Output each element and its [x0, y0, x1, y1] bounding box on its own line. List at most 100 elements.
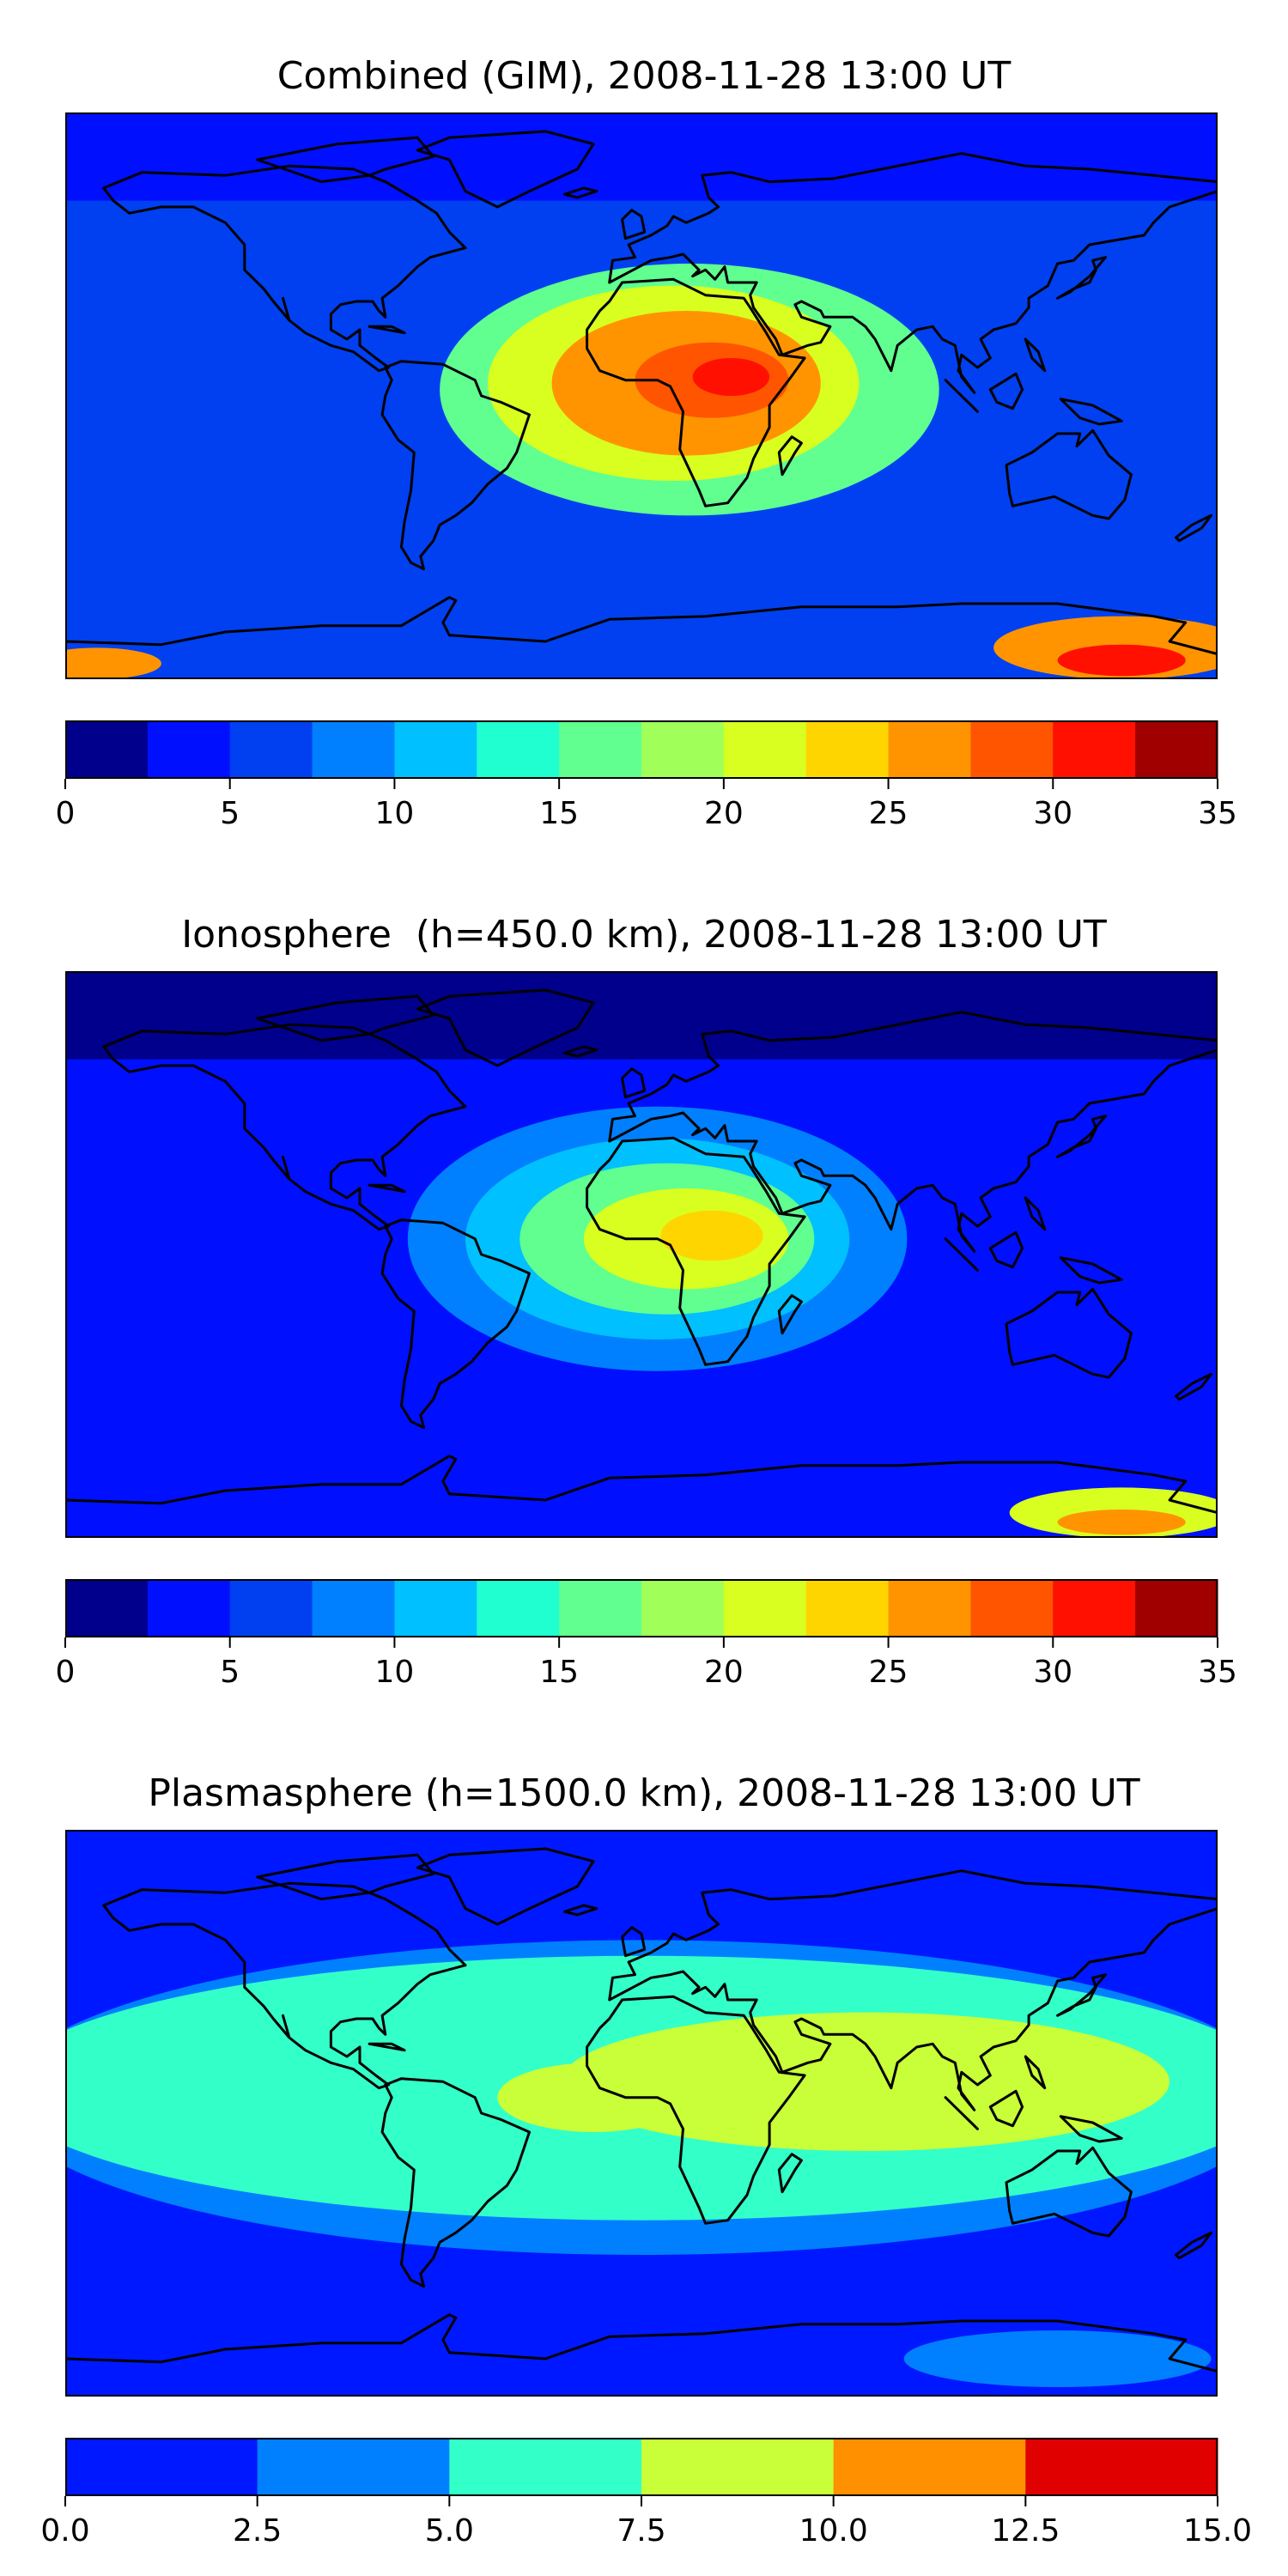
plasmasphere-colorbar-segment	[257, 2438, 450, 2496]
ionosphere-colorbar-segment	[65, 1579, 149, 1637]
gim-coastline	[563, 186, 598, 199]
plasmasphere-map	[65, 1830, 1218, 2397]
ionosphere-coastline	[368, 1183, 406, 1194]
gim-colorbar-tick-label: 0	[55, 796, 76, 831]
ionosphere-map-frame	[65, 971, 1218, 1538]
plasmasphere-coastline	[621, 1926, 647, 1958]
gim-colorbar-segment	[394, 720, 477, 779]
ionosphere-colorbar-segment	[147, 1579, 231, 1637]
plasmasphere-colorbar-tick-label: 7.5	[617, 2513, 666, 2549]
plasmasphere-coastline	[368, 2042, 406, 2052]
gim-colorbar-tick-label: 15	[539, 796, 580, 831]
gim-coastline	[944, 379, 979, 413]
ionosphere-colorbar-tick-label: 25	[868, 1655, 908, 1690]
ionosphere-coastline	[621, 1067, 647, 1099]
gim-colorbar-segment	[229, 720, 313, 779]
gim-colorbar-segment	[477, 720, 560, 779]
gim-coastline	[65, 596, 1218, 679]
gim-colorbar-tick-label: 5	[220, 796, 240, 831]
gim-colorbar-tick-label: 30	[1033, 796, 1073, 831]
plasmasphere-coastline	[586, 1995, 806, 2225]
ionosphere-coastline	[1056, 1115, 1107, 1158]
ionosphere-colorbar-segment	[805, 1579, 890, 1637]
gim-colorbar-frame	[65, 720, 1218, 779]
gim-colorbar-segment	[312, 720, 396, 779]
ionosphere-colorbar-tick-label: 35	[1198, 1655, 1237, 1690]
ionosphere-coastline	[944, 1237, 979, 1272]
ionosphere-coastline	[1005, 1287, 1133, 1379]
gim-colorbar-segment	[723, 720, 807, 779]
plasmasphere-coastline	[380, 2077, 531, 2288]
ionosphere-coastline	[380, 1218, 531, 1430]
ionosphere-colorbar	[64, 1579, 1218, 1648]
gim-map-frame	[65, 112, 1218, 679]
gim-contour-region	[1057, 644, 1186, 677]
gim-coastline	[586, 277, 806, 507]
plasmasphere-colorbar-tick-label: 2.5	[233, 2513, 283, 2549]
plasmasphere-colorbar-segment	[449, 2438, 642, 2496]
gim-contour-region	[65, 647, 161, 679]
gim-colorbar-tick-label: 35	[1198, 796, 1237, 831]
gim-colorbar-tick-label: 25	[868, 796, 908, 831]
plasmasphere-coastline	[102, 1881, 467, 2090]
ionosphere-colorbar-segment	[394, 1579, 477, 1637]
ionosphere-colorbar-tick-label: 10	[374, 1655, 415, 1690]
gim-colorbar-segment	[65, 720, 149, 779]
gim-coastline	[1059, 398, 1123, 426]
ionosphere-colorbar-tick-label: 30	[1033, 1655, 1073, 1690]
ionosphere-contour-region	[1057, 1510, 1186, 1535]
ionosphere-colorbar-segment	[1053, 1579, 1136, 1637]
ionosphere-colorbar-segment	[1135, 1579, 1218, 1637]
gim-coastline	[777, 435, 803, 477]
gim-coastline	[1175, 513, 1212, 543]
plasmasphere-colorbar-tick-label: 12.5	[991, 2513, 1060, 2549]
ionosphere-colorbar-segment	[312, 1579, 396, 1637]
gim-contour-region	[692, 358, 770, 396]
ionosphere-colorbar-tick-label: 0	[55, 1655, 76, 1690]
gim-polar-band	[65, 112, 1218, 201]
plasmasphere-colorbar-tick-label: 10.0	[799, 2513, 868, 2549]
gim-colorbar-segment	[641, 720, 725, 779]
plasmasphere-colorbar-segment	[833, 2438, 1026, 2496]
ionosphere-colorbar-segment	[641, 1579, 725, 1637]
plasmasphere-map-frame	[65, 1830, 1218, 2397]
ionosphere-coastline	[416, 988, 595, 1067]
gim-coastline	[380, 360, 531, 571]
plasmasphere-colorbar-segment	[65, 2438, 258, 2496]
gim-colorbar-segment	[147, 720, 231, 779]
plasmasphere-contour-region	[903, 2330, 1212, 2387]
plasmasphere-colorbar-segment	[641, 2438, 835, 2496]
gim-colorbar-segment	[1053, 720, 1136, 779]
ionosphere-colorbar-tick-label: 5	[220, 1655, 240, 1690]
ionosphere-coastline	[608, 1011, 1218, 1253]
ionosphere-coastline	[256, 994, 435, 1042]
plasmasphere-coastline	[1005, 2146, 1133, 2238]
ionosphere-colorbar-segment	[888, 1579, 972, 1637]
gim-coastline	[1056, 256, 1107, 300]
plasmasphere-coastline	[1056, 1973, 1107, 2017]
ionosphere-coastline	[1059, 1256, 1123, 1285]
gim-coastline	[1005, 428, 1133, 520]
gim-panel: Combined (GIM), 2008-11-28 13:00 UT 0 5 10…	[0, 0, 1288, 859]
plasmasphere-title: Plasmasphere (h=1500.0 km), 2008-11-28 1…	[148, 1771, 1140, 1815]
ionosphere-colorbar-segment	[229, 1579, 313, 1637]
ionosphere-title: Ionosphere (h=450.0 km), 2008-11-28 13:0…	[181, 913, 1107, 957]
gim-coastline	[102, 164, 467, 373]
plasmasphere-colorbar-tick-label: 0.0	[40, 2513, 90, 2549]
gim-colorbar-tick-label: 20	[703, 796, 744, 831]
ionosphere-coastline	[586, 1136, 806, 1366]
plasmasphere-coastline	[65, 2313, 1218, 2397]
plasmasphere-colorbar	[64, 2438, 1218, 2506]
gim-colorbar	[64, 720, 1218, 789]
ionosphere-colorbar-frame	[65, 1579, 1218, 1637]
gim-map	[65, 112, 1218, 679]
ionosphere-colorbar-segment	[559, 1579, 642, 1637]
gim-colorbar-segment	[805, 720, 890, 779]
gim-coastline	[416, 130, 595, 209]
plasmasphere-coastline	[608, 1869, 1218, 2111]
gim-colorbar-segment	[888, 720, 972, 779]
ionosphere-coastline	[65, 1455, 1218, 1538]
ionosphere-coastline	[1024, 1196, 1047, 1231]
plasmasphere-coastline	[777, 2153, 803, 2194]
plasmasphere-panel: Plasmasphere (h=1500.0 km), 2008-11-28 1…	[0, 1717, 1288, 2576]
